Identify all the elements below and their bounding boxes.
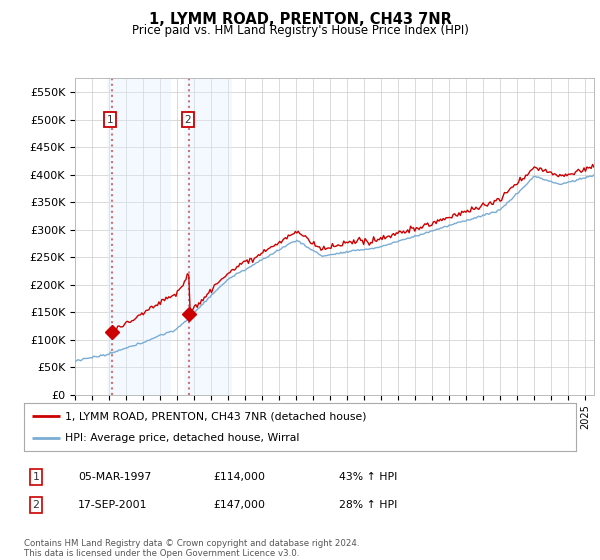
Text: £114,000: £114,000 (213, 472, 265, 482)
Text: £147,000: £147,000 (213, 500, 265, 510)
Text: 1: 1 (107, 115, 113, 125)
Text: 2: 2 (184, 115, 191, 125)
Text: 43% ↑ HPI: 43% ↑ HPI (339, 472, 397, 482)
Text: 2: 2 (32, 500, 40, 510)
Text: 1: 1 (32, 472, 40, 482)
Text: Contains HM Land Registry data © Crown copyright and database right 2024.
This d: Contains HM Land Registry data © Crown c… (24, 539, 359, 558)
Text: 28% ↑ HPI: 28% ↑ HPI (339, 500, 397, 510)
Text: HPI: Average price, detached house, Wirral: HPI: Average price, detached house, Wirr… (65, 433, 300, 443)
Text: Price paid vs. HM Land Registry's House Price Index (HPI): Price paid vs. HM Land Registry's House … (131, 24, 469, 36)
Text: 1, LYMM ROAD, PRENTON, CH43 7NR (detached house): 1, LYMM ROAD, PRENTON, CH43 7NR (detache… (65, 411, 367, 421)
Bar (184, 78, 232, 395)
Text: 17-SEP-2001: 17-SEP-2001 (78, 500, 148, 510)
Text: 1, LYMM ROAD, PRENTON, CH43 7NR: 1, LYMM ROAD, PRENTON, CH43 7NR (149, 12, 451, 27)
Bar (107, 78, 172, 395)
Text: 05-MAR-1997: 05-MAR-1997 (78, 472, 151, 482)
